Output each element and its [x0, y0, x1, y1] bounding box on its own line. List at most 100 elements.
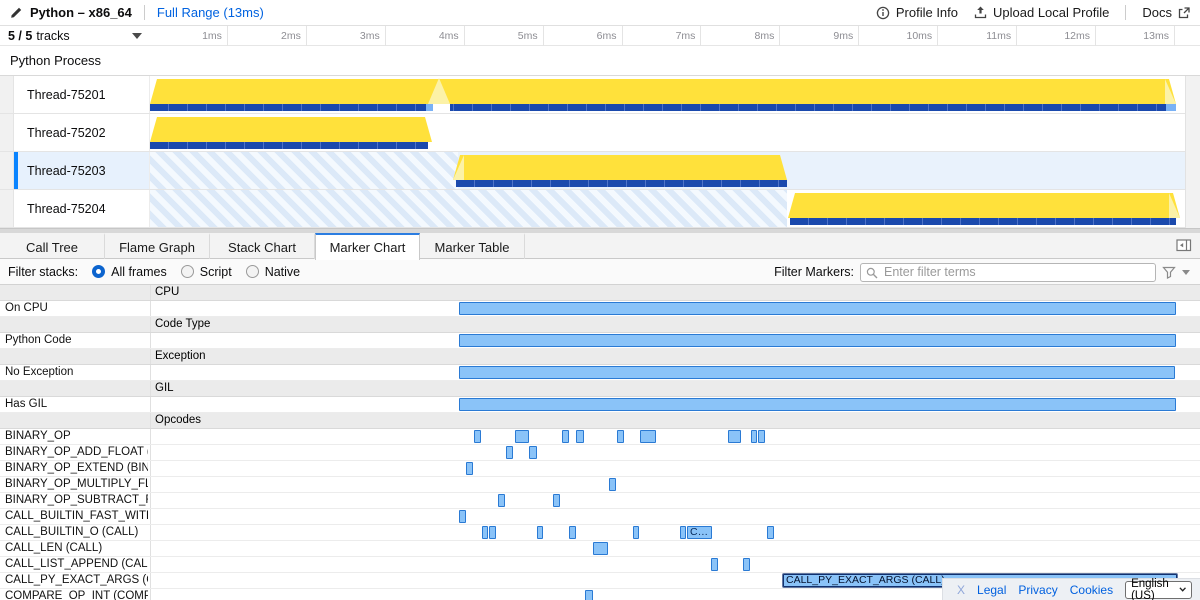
marker[interactable] — [459, 510, 466, 523]
marker[interactable] — [553, 494, 560, 507]
marker[interactable] — [569, 526, 576, 539]
marker-row-label: BINARY_OP_SUBTRACT_FL… — [5, 494, 148, 506]
language-select[interactable]: English (US) — [1125, 577, 1192, 600]
filter-markers-input[interactable] — [860, 262, 1156, 282]
docs-button[interactable]: Docs — [1142, 5, 1190, 20]
marker[interactable] — [459, 302, 1176, 315]
marker[interactable] — [767, 526, 774, 539]
marker[interactable] — [593, 542, 608, 555]
marker-row-label: Python Code — [5, 334, 72, 346]
marker[interactable] — [466, 462, 473, 475]
thread-track-label[interactable]: Thread-75203 — [14, 152, 150, 189]
marker[interactable] — [617, 430, 624, 443]
tab-call-tree[interactable]: Call Tree — [0, 233, 105, 259]
radio-all-frames[interactable] — [92, 265, 106, 278]
tracks-dropdown[interactable]: 5 / 5 tracks — [8, 26, 142, 46]
marker-row-label: On CPU — [5, 302, 48, 314]
samples-bar — [790, 218, 1176, 225]
marker-chart-row: BINARY_OP_MULTIPLY_FL… — [0, 477, 1200, 493]
activity-band — [150, 117, 432, 142]
ruler-tick: 11ms — [943, 26, 1018, 46]
thread-track-graph[interactable] — [150, 152, 1185, 189]
upload-icon — [974, 6, 987, 19]
process-track-header[interactable]: Python Process — [0, 46, 1200, 76]
marker[interactable] — [474, 430, 481, 443]
marker-chart-row: BINARY_OP_ADD_FLOAT (B… — [0, 445, 1200, 461]
marker[interactable] — [459, 366, 1175, 379]
thread-track-row[interactable]: Thread-75202 — [0, 114, 1200, 152]
marker-chart-row: CALL_LIST_APPEND (CALL) — [0, 557, 1200, 573]
marker[interactable] — [758, 430, 765, 443]
marker-row-label: Has GIL — [5, 398, 48, 410]
sidebar-toggle-button[interactable] — [1176, 233, 1200, 258]
filter-markers-label: Filter Markers: — [774, 265, 854, 279]
profile-info-button[interactable]: Profile Info — [876, 5, 958, 20]
language-select-value: English (US) — [1131, 577, 1169, 600]
marker-category-header: CPU — [0, 285, 1200, 301]
ruler-tick: 5ms — [470, 26, 544, 46]
marker[interactable] — [537, 526, 543, 539]
thread-track-graph[interactable] — [150, 190, 1185, 227]
thread-track-graph[interactable] — [150, 76, 1185, 113]
marker[interactable] — [609, 478, 616, 491]
marker[interactable] — [562, 430, 569, 443]
header-divider — [143, 5, 145, 20]
marker[interactable] — [498, 494, 505, 507]
docs-label: Docs — [1142, 5, 1172, 20]
marker-chart-row: CALL_BUILTIN_O (CALL) C… — [0, 525, 1200, 541]
marker-row-label: CALL_BUILTIN_O (CALL) — [5, 526, 139, 538]
marker[interactable] — [728, 430, 741, 443]
upload-profile-button[interactable]: Upload Local Profile — [974, 5, 1109, 20]
tab-flame-graph[interactable]: Flame Graph — [105, 233, 210, 259]
marker-chart: CPU On CPU Code Type Python Code Exception No… — [0, 285, 1200, 600]
marker[interactable] — [751, 430, 757, 443]
samples-bar — [150, 104, 1176, 111]
marker-row-label: CALL_BUILTIN_FAST_WITH… — [5, 510, 148, 522]
panel-splitter[interactable] — [0, 228, 1200, 233]
radio-script[interactable] — [180, 265, 194, 278]
tab-stack-chart[interactable]: Stack Chart — [210, 233, 315, 259]
ruler-tick: 13ms — [1101, 26, 1175, 46]
marker[interactable] — [459, 398, 1176, 411]
marker[interactable] — [585, 590, 593, 600]
marker-chart-row: COMPARE_OP_INT (COMPA… — [0, 589, 1200, 600]
thread-track-row[interactable]: Thread-75201 — [0, 76, 1200, 114]
marker[interactable] — [711, 558, 718, 571]
marker[interactable] — [482, 526, 488, 539]
thread-track-label[interactable]: Thread-75201 — [14, 76, 150, 113]
marker[interactable] — [489, 526, 496, 539]
radio-all-frames-label[interactable]: All frames — [111, 264, 167, 279]
marker[interactable] — [506, 446, 513, 459]
radio-script-label[interactable]: Script — [199, 264, 232, 279]
thread-track-label[interactable]: Thread-75202 — [14, 114, 150, 151]
ruler-tick: 6ms — [549, 26, 623, 46]
thread-track-row[interactable]: Thread-75203 — [0, 152, 1200, 190]
marker[interactable] — [515, 430, 529, 443]
thread-track-label[interactable]: Thread-75204 — [14, 190, 150, 227]
thread-track-row[interactable]: Thread-75204 — [0, 190, 1200, 228]
marker[interactable] — [680, 526, 686, 539]
radio-native[interactable] — [245, 265, 259, 278]
thread-track-graph[interactable] — [150, 114, 1185, 151]
thread-gutter — [0, 152, 14, 189]
tab-marker-table[interactable]: Marker Table — [420, 233, 525, 259]
marker[interactable] — [529, 446, 537, 459]
tab-marker-chart[interactable]: Marker Chart — [315, 233, 420, 260]
privacy-link[interactable]: Privacy — [1018, 582, 1058, 597]
marker[interactable] — [640, 430, 656, 443]
full-range-link[interactable]: Full Range (13ms) — [156, 5, 264, 20]
marker[interactable] — [633, 526, 639, 539]
samples-bar — [456, 180, 787, 187]
filter-caret-down-icon[interactable] — [1182, 269, 1190, 275]
radio-native-label[interactable]: Native — [264, 264, 301, 279]
marker[interactable] — [576, 430, 584, 443]
legal-close-button[interactable]: X — [957, 582, 966, 597]
process-label: Python Process — [10, 53, 102, 68]
marker[interactable] — [743, 558, 750, 571]
filter-funnel-icon[interactable] — [1162, 266, 1176, 279]
legal-link[interactable]: Legal — [977, 582, 1007, 597]
marker[interactable]: C… — [687, 526, 712, 539]
marker[interactable] — [459, 334, 1176, 347]
cookies-link[interactable]: Cookies — [1069, 582, 1114, 597]
timeline-ruler[interactable]: 5 / 5 tracks 1ms 2ms 3ms 4ms 5ms 6ms 7ms 8ms 9ms… — [0, 26, 1200, 46]
